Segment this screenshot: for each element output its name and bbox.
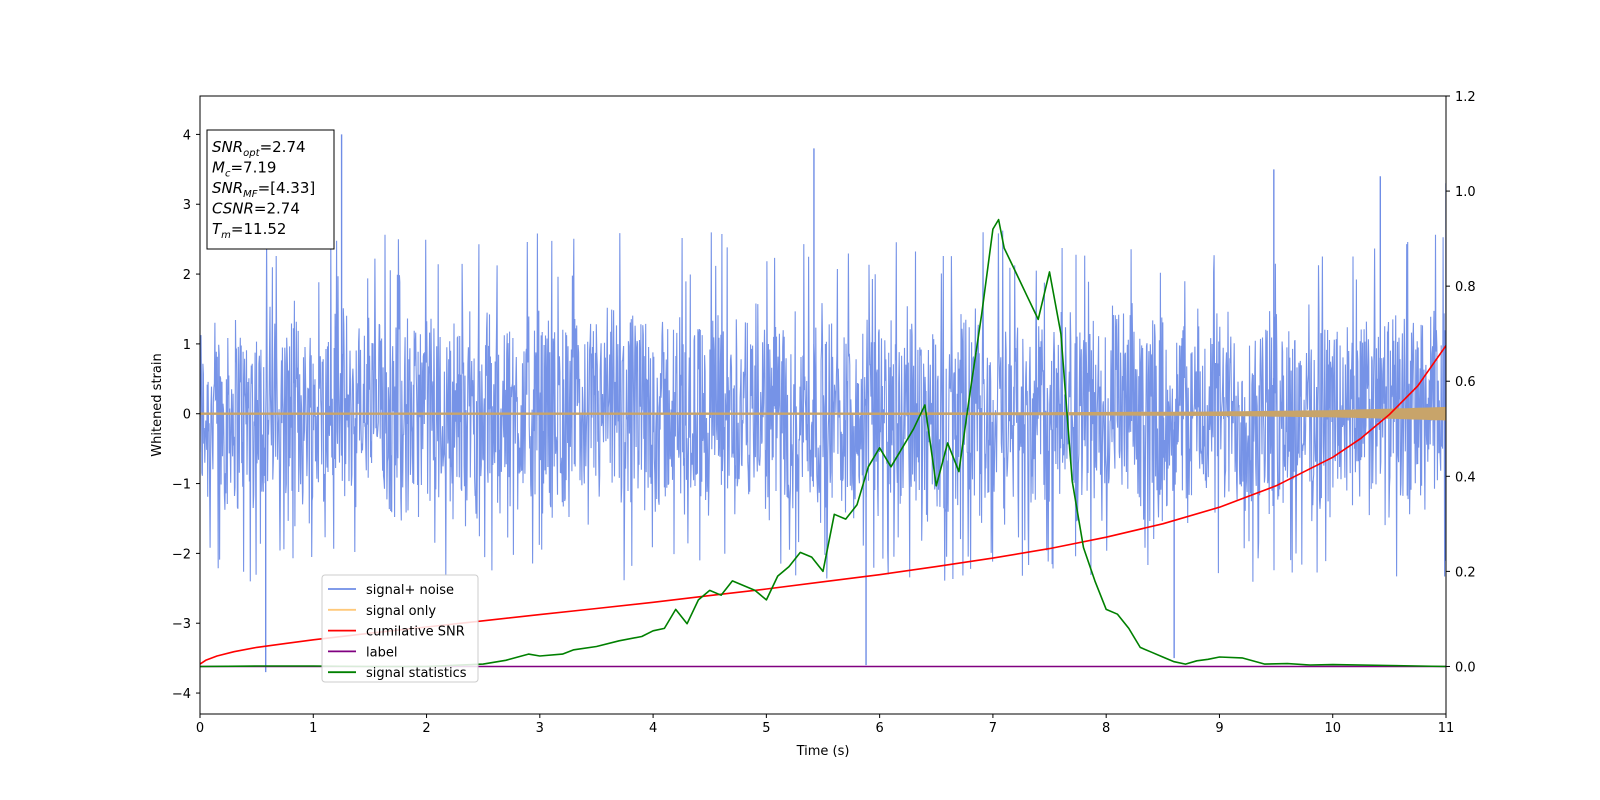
x-tick-label: 0 bbox=[196, 721, 204, 736]
y2-tick-label: 0.4 bbox=[1455, 470, 1476, 485]
y-axis-label: Whitened strain bbox=[150, 353, 165, 456]
plot-frame bbox=[199, 95, 1447, 715]
y2-tick-label: 1.2 bbox=[1455, 90, 1476, 105]
y-tick-label: −2 bbox=[172, 547, 191, 562]
x-tick-label: 10 bbox=[1324, 721, 1341, 736]
x-tick-label: 6 bbox=[875, 721, 883, 736]
x-tick-label: 9 bbox=[1215, 721, 1223, 736]
annotation-line: SNRopt=2.74 bbox=[212, 138, 306, 159]
series-signal-only-line bbox=[200, 406, 1446, 421]
x-tick-label: 5 bbox=[762, 721, 770, 736]
legend-label: cumilative SNR bbox=[366, 625, 465, 640]
series-cumilative-snr-line bbox=[200, 345, 1446, 665]
y-tick-label: −3 bbox=[172, 617, 191, 632]
x-axis-label: Time (s) bbox=[796, 744, 850, 759]
y2-tick-label: 0.6 bbox=[1455, 375, 1476, 390]
x-tick-label: 4 bbox=[649, 721, 657, 736]
y2-tick-label: 0.8 bbox=[1455, 280, 1476, 295]
y-tick-label: 1 bbox=[183, 338, 191, 353]
annotation-line: CSNR=2.74 bbox=[212, 200, 300, 218]
y-tick-label: −1 bbox=[172, 478, 191, 493]
series-signal-statistics-line bbox=[200, 218, 1446, 668]
x-tick-label: 8 bbox=[1102, 721, 1110, 736]
y-tick-label: 4 bbox=[183, 128, 191, 143]
x-tick-label: 3 bbox=[536, 721, 544, 736]
axes: 0 1 2 3 4 5 6 7 8 9 10 11 −4 −3 −2 −1 0 1 2 3 4 0.0 0.2 0.4 0.6 0… bbox=[172, 90, 1476, 736]
legend-label: label bbox=[366, 645, 397, 660]
series-signal-noise-line bbox=[200, 230, 1446, 582]
x-tick-label: 11 bbox=[1438, 721, 1455, 736]
legend-label: signal statistics bbox=[366, 666, 467, 681]
y2-tick-label: 0.2 bbox=[1455, 565, 1476, 580]
x-tick-label: 1 bbox=[309, 721, 317, 736]
annotation-line: Mc=7.19 bbox=[212, 159, 276, 180]
y2-tick-label: 0.0 bbox=[1455, 660, 1476, 675]
legend-label: signal only bbox=[366, 604, 436, 619]
x-tick-label: 2 bbox=[422, 721, 430, 736]
y-tick-label: 0 bbox=[183, 408, 191, 423]
legend-label: signal+ noise bbox=[366, 583, 454, 598]
y-tick-label: 2 bbox=[183, 268, 191, 283]
y-tick-label: −4 bbox=[172, 687, 191, 702]
y-tick-label: 3 bbox=[183, 198, 191, 213]
x-tick-label: 7 bbox=[989, 721, 997, 736]
annotation-line: SNRMF=[4.33] bbox=[212, 179, 315, 200]
legend: signal+ noise signal only cumilative SNR la… bbox=[321, 574, 479, 683]
annotation-line: Tm=11.52 bbox=[212, 220, 286, 241]
y2-tick-label: 1.0 bbox=[1455, 185, 1476, 200]
